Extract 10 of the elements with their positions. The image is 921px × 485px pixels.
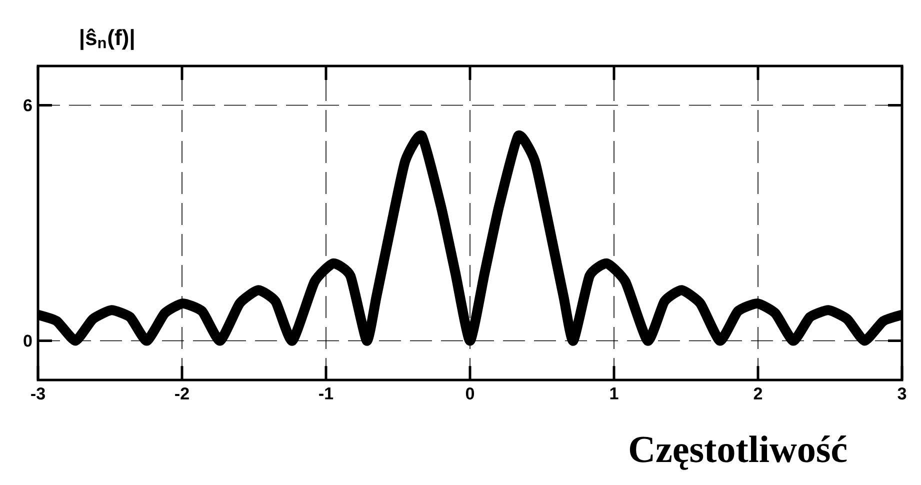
x-tick-label: -2 — [175, 388, 189, 400]
x-tick-label: 1 — [610, 388, 618, 400]
y-tick-label: 6 — [24, 99, 32, 112]
x-tick-label: 2 — [754, 388, 762, 400]
x-tick-label: -1 — [319, 388, 334, 400]
x-tick-label: 0 — [466, 388, 474, 400]
x-axis-title: Częstotliwość — [630, 436, 847, 470]
x-tick-label: 3 — [898, 388, 906, 400]
x-tick-label: -3 — [31, 388, 45, 400]
y-axis-title: |ŝ$_{n}$(f)| — [80, 28, 134, 50]
